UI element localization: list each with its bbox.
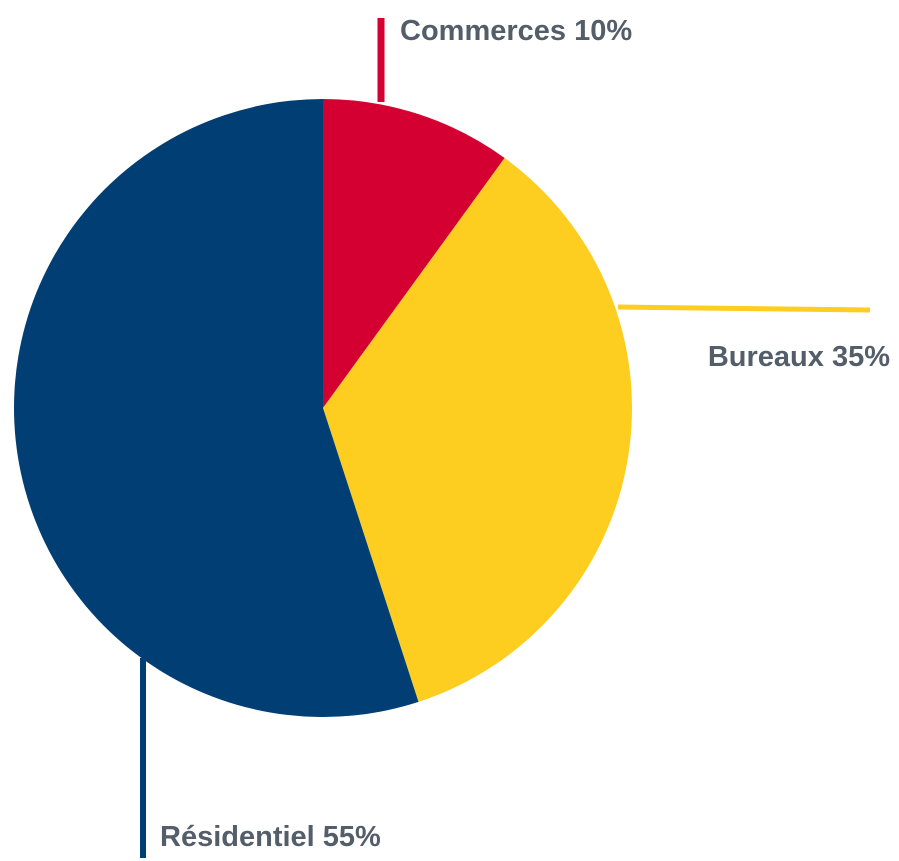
category-name: Commerces — [400, 15, 566, 47]
category-name: Résidentiel — [160, 821, 315, 853]
pie-slice — [323, 158, 633, 702]
leader-line — [617, 304, 871, 313]
value-label: 10% — [574, 15, 632, 47]
slice-label: Résidentiel 55% — [160, 821, 381, 853]
slice-label: Commerces 10% — [400, 15, 632, 47]
category-name: Bureaux — [708, 341, 824, 373]
value-label: 35% — [832, 341, 890, 373]
value-label: 55% — [323, 821, 381, 853]
pie-slice — [14, 99, 419, 717]
slice-label: Bureaux 35% — [708, 341, 890, 373]
pie-slice — [323, 99, 505, 408]
